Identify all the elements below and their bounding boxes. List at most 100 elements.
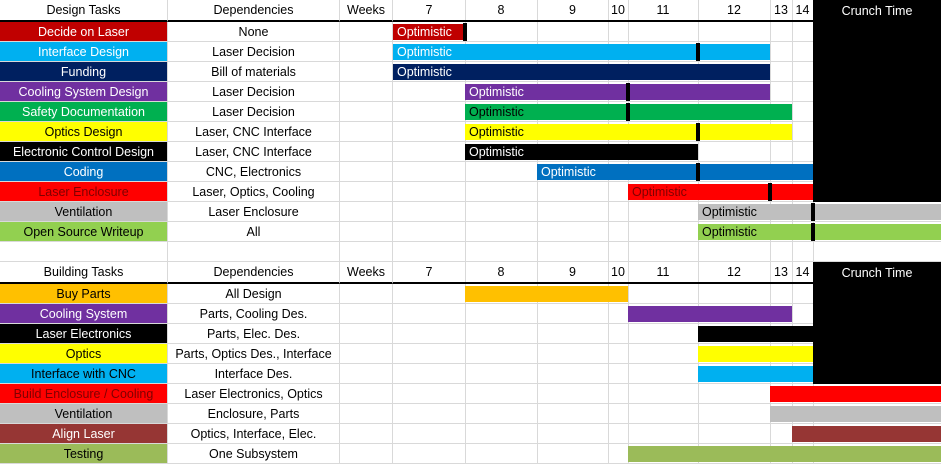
task-name-cell[interactable]: Open Source Writeup — [0, 222, 168, 242]
task-name-cell[interactable]: Ventilation — [0, 404, 168, 424]
gantt-bar[interactable]: Optimistic — [698, 204, 941, 220]
dependencies-header-cell[interactable]: Dependencies — [168, 0, 340, 22]
dependency-cell[interactable]: All Design — [168, 284, 340, 304]
gantt-bar[interactable] — [698, 326, 813, 342]
week-number[interactable]: 14 — [795, 3, 810, 17]
weeks-cell[interactable] — [340, 304, 393, 324]
gantt-bar[interactable]: Optimistic — [465, 124, 792, 140]
task-name-cell[interactable]: Buy Parts — [0, 284, 168, 304]
crunch-header[interactable]: Crunch Time — [813, 262, 941, 284]
weeks-cell[interactable] — [340, 384, 393, 404]
week-number[interactable]: 11 — [656, 265, 670, 279]
weeks-cell[interactable] — [340, 102, 393, 122]
empty-dependency-cell[interactable] — [168, 242, 340, 262]
crunch-header[interactable]: Crunch Time — [813, 0, 941, 22]
task-name-cell[interactable]: Laser Electronics — [0, 324, 168, 344]
empty-task-cell[interactable] — [0, 242, 168, 262]
gantt-bar[interactable]: Optimistic — [628, 184, 813, 200]
week-number[interactable]: 12 — [727, 3, 741, 17]
task-name-cell[interactable]: Optics — [0, 344, 168, 364]
task-name-cell[interactable]: Coding — [0, 162, 168, 182]
weeks-cell[interactable] — [340, 82, 393, 102]
dependency-cell[interactable]: One Subsystem — [168, 444, 340, 464]
weeks-cell[interactable] — [340, 284, 393, 304]
task-name-cell[interactable]: Interface Design — [0, 42, 168, 62]
week-number[interactable]: 12 — [727, 265, 741, 279]
week-number[interactable]: 9 — [569, 3, 576, 17]
weeks-cell[interactable] — [340, 142, 393, 162]
dependency-cell[interactable]: Laser Decision — [168, 42, 340, 62]
gantt-bar[interactable] — [770, 386, 941, 402]
dependency-cell[interactable]: Parts, Optics Des., Interface — [168, 344, 340, 364]
gantt-bar[interactable] — [770, 406, 941, 422]
task-name-cell[interactable]: Cooling System Design — [0, 82, 168, 102]
weeks-cell[interactable] — [340, 364, 393, 384]
task-name-cell[interactable]: Align Laser — [0, 424, 168, 444]
week-number[interactable]: 8 — [497, 265, 505, 279]
week-number[interactable]: 7 — [425, 265, 433, 279]
task-name-cell[interactable]: Funding — [0, 62, 168, 82]
weeks-header-cell[interactable]: Weeks — [340, 262, 393, 284]
weeks-cell[interactable] — [340, 122, 393, 142]
dependency-cell[interactable]: Laser Decision — [168, 82, 340, 102]
section-title-cell[interactable]: Design Tasks — [0, 0, 168, 22]
task-name-cell[interactable]: Decide on Laser — [0, 22, 168, 42]
weeks-cell[interactable] — [340, 182, 393, 202]
dependency-cell[interactable]: Laser, CNC Interface — [168, 122, 340, 142]
weeks-cell[interactable] — [340, 162, 393, 182]
gantt-bar[interactable] — [465, 286, 628, 302]
gantt-bar[interactable] — [628, 306, 792, 322]
dependency-cell[interactable]: Parts, Elec. Des. — [168, 324, 340, 344]
gantt-bar[interactable]: Optimistic — [393, 44, 770, 60]
dependencies-header-cell[interactable]: Dependencies — [168, 262, 340, 284]
task-name-cell[interactable]: Ventilation — [0, 202, 168, 222]
task-name-cell[interactable]: Build Enclosure / Cooling — [0, 384, 168, 404]
dependency-cell[interactable]: Laser Electronics, Optics — [168, 384, 340, 404]
gantt-bar[interactable] — [698, 366, 813, 382]
dependency-cell[interactable]: Bill of materials — [168, 62, 340, 82]
gantt-bar[interactable] — [698, 346, 813, 362]
task-name-cell[interactable]: Optics Design — [0, 122, 168, 142]
gantt-bar[interactable]: Optimistic — [537, 164, 813, 180]
dependency-cell[interactable]: CNC, Electronics — [168, 162, 340, 182]
dependency-cell[interactable]: Laser, CNC Interface — [168, 142, 340, 162]
week-number[interactable]: 14 — [795, 265, 810, 279]
dependency-cell[interactable]: Laser Decision — [168, 102, 340, 122]
weeks-cell[interactable] — [340, 344, 393, 364]
weeks-cell[interactable] — [340, 22, 393, 42]
weeks-header-cell[interactable]: Weeks — [340, 0, 393, 22]
gantt-bar[interactable]: Optimistic — [393, 64, 770, 80]
gantt-bar[interactable]: Optimistic — [698, 224, 941, 240]
weeks-cell[interactable] — [340, 42, 393, 62]
dependency-cell[interactable]: Interface Des. — [168, 364, 340, 384]
weeks-cell[interactable] — [340, 324, 393, 344]
weeks-cell[interactable] — [340, 424, 393, 444]
task-name-cell[interactable]: Safety Documentation — [0, 102, 168, 122]
week-number[interactable]: 10 — [611, 265, 625, 279]
week-number[interactable]: 11 — [656, 3, 670, 17]
task-name-cell[interactable]: Cooling System — [0, 304, 168, 324]
dependency-cell[interactable]: Optics, Interface, Elec. — [168, 424, 340, 444]
week-number[interactable]: 9 — [569, 265, 576, 279]
dependency-cell[interactable]: All — [168, 222, 340, 242]
empty-weeks-cell[interactable] — [340, 242, 393, 262]
task-name-cell[interactable]: Testing — [0, 444, 168, 464]
weeks-cell[interactable] — [340, 444, 393, 464]
task-name-cell[interactable]: Laser Enclosure — [0, 182, 168, 202]
dependency-cell[interactable]: None — [168, 22, 340, 42]
week-number[interactable]: 10 — [611, 3, 625, 17]
dependency-cell[interactable]: Laser, Optics, Cooling — [168, 182, 340, 202]
weeks-cell[interactable] — [340, 202, 393, 222]
task-name-cell[interactable]: Electronic Control Design — [0, 142, 168, 162]
weeks-cell[interactable] — [340, 222, 393, 242]
gantt-bar[interactable]: Optimistic — [393, 24, 465, 40]
dependency-cell[interactable]: Enclosure, Parts — [168, 404, 340, 424]
section-title-cell[interactable]: Building Tasks — [0, 262, 168, 284]
task-name-cell[interactable]: Interface with CNC — [0, 364, 168, 384]
weeks-cell[interactable] — [340, 404, 393, 424]
week-number[interactable]: 13 — [774, 3, 788, 17]
gantt-bar[interactable]: Optimistic — [465, 144, 698, 160]
week-number[interactable]: 8 — [497, 3, 505, 17]
dependency-cell[interactable]: Parts, Cooling Des. — [168, 304, 340, 324]
weeks-cell[interactable] — [340, 62, 393, 82]
